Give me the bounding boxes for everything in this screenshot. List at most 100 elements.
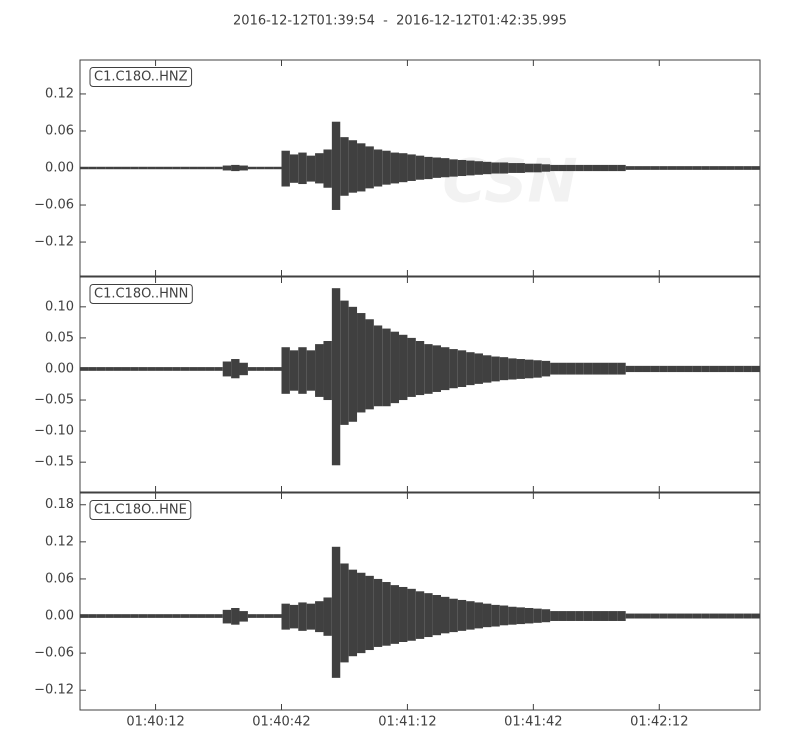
y-tick-label: 0.00 <box>45 609 74 624</box>
trace-segment <box>667 365 677 373</box>
trace-segment <box>575 164 584 172</box>
trace-segment <box>415 591 425 639</box>
trace-segment <box>365 319 374 410</box>
trace-segment <box>163 166 173 170</box>
trace-segment <box>172 166 181 170</box>
trace-segment <box>474 602 483 629</box>
trace-segment <box>676 365 685 373</box>
watermark: CSN <box>442 147 577 217</box>
trace-segment <box>399 334 408 401</box>
trace-segment <box>273 614 282 618</box>
trace-segment <box>264 166 274 170</box>
trace-segment <box>743 365 752 373</box>
trace-segment <box>105 367 114 371</box>
trace-segment <box>617 164 626 172</box>
trace-segment <box>718 365 727 373</box>
trace-segment <box>440 158 450 178</box>
trace-segment <box>147 166 156 170</box>
trace-segment <box>382 328 391 407</box>
trace-segment <box>608 611 618 621</box>
trace-segment <box>222 361 232 377</box>
trace-segment <box>692 613 702 619</box>
trace-segment <box>743 613 752 619</box>
y-tick-label: −0.06 <box>34 646 74 661</box>
trace-segment <box>491 162 500 174</box>
trace-segment <box>382 150 391 185</box>
trace-segment <box>600 611 609 621</box>
trace-segment <box>147 367 156 371</box>
trace-segment <box>684 365 693 373</box>
trace-segment <box>558 164 567 172</box>
trace-label-box <box>89 284 193 304</box>
trace-segment <box>180 614 190 618</box>
trace-segment <box>524 359 534 379</box>
trace-segment <box>499 605 509 626</box>
trace-segment <box>407 154 416 181</box>
x-tick-label: 01:42:12 <box>630 715 688 730</box>
trace-segment <box>323 341 332 401</box>
trace-segment <box>331 546 341 678</box>
y-tick-label: −0.12 <box>34 235 74 250</box>
trace-segment <box>642 613 651 619</box>
trace-segment <box>625 365 635 373</box>
trace-segment <box>482 603 492 628</box>
trace-segment <box>457 599 467 631</box>
trace-segment <box>457 159 467 177</box>
trace-segment <box>357 572 366 654</box>
trace-segment <box>399 153 408 183</box>
trace-segment <box>499 357 509 381</box>
trace-segment <box>205 166 215 170</box>
trace-segment <box>516 607 525 625</box>
trace-segment <box>424 344 433 394</box>
trace-segment <box>566 164 576 172</box>
trace-segment <box>550 362 559 375</box>
trace-segment <box>709 613 719 619</box>
trace-segment <box>558 362 567 375</box>
trace-segment <box>340 137 349 196</box>
trace-segment <box>298 602 307 631</box>
trace-segment <box>415 155 425 180</box>
trace-segment <box>533 163 542 173</box>
y-tick-label: 0.18 <box>45 497 74 512</box>
trace-segment <box>701 166 710 170</box>
trace-segment <box>650 365 660 373</box>
y-tick-label: −0.15 <box>34 455 74 470</box>
trace-segment <box>726 613 735 619</box>
trace-segment <box>256 367 265 371</box>
trace-segment <box>592 362 601 375</box>
trace-segment <box>222 609 232 624</box>
trace-segment <box>121 614 131 618</box>
trace-segment <box>482 355 492 383</box>
trace-segment <box>357 143 366 192</box>
trace-segment <box>516 163 525 173</box>
trace-segment <box>231 164 240 172</box>
trace-segment <box>390 585 400 644</box>
trace-segment <box>474 353 483 384</box>
trace-segment <box>323 149 332 188</box>
trace-segment <box>491 604 500 627</box>
trace-segment <box>373 578 383 647</box>
trace-segment <box>743 166 752 170</box>
chart-title: 2016-12-12T01:39:54 - 2016-12-12T01:42:3… <box>233 14 567 29</box>
trace-segment <box>634 365 643 373</box>
trace-segment <box>650 166 660 170</box>
trace-segment <box>592 164 601 172</box>
trace-segment <box>298 152 307 185</box>
trace-segment <box>281 347 290 394</box>
trace-segment <box>415 341 425 396</box>
trace-segment <box>718 166 727 170</box>
trace-segment <box>205 367 215 371</box>
trace-segment <box>634 613 643 619</box>
trace-segment <box>130 614 139 618</box>
trace-segment <box>214 367 223 371</box>
trace-segment <box>155 166 164 170</box>
trace-segment <box>634 166 643 170</box>
trace-segment <box>449 159 458 177</box>
trace-segment <box>180 367 190 371</box>
trace-segment <box>239 611 248 622</box>
trace-segment <box>407 337 416 397</box>
trace-segment <box>88 367 97 371</box>
trace-segment <box>105 614 114 618</box>
x-tick-label: 01:40:42 <box>252 715 310 730</box>
